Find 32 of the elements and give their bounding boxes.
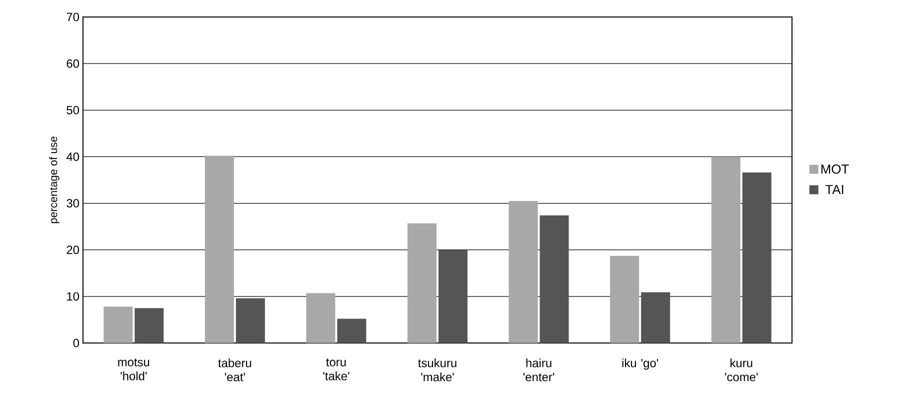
bar xyxy=(337,318,366,343)
x-tick-label: tsukuru 'make' xyxy=(418,358,456,382)
x-tick-label: toru 'take' xyxy=(323,358,350,380)
bar xyxy=(438,250,468,343)
bar xyxy=(134,308,164,343)
bar xyxy=(610,256,640,343)
bar xyxy=(408,223,437,343)
y-tick-label: 30 xyxy=(66,199,80,208)
bar xyxy=(508,200,538,343)
x-tick-label: taberu 'eat' xyxy=(218,358,252,382)
y-tick-label: 50 xyxy=(66,106,80,114)
bar xyxy=(306,293,336,343)
x-tick-label: kuru 'come' xyxy=(725,358,758,382)
x-tick-label: hairu 'enter' xyxy=(523,358,554,382)
x-tick-label: motsu 'hold' xyxy=(118,358,150,380)
bar xyxy=(742,172,772,343)
y-tick-label: 70 xyxy=(66,12,80,22)
legend-label: MOT xyxy=(821,164,849,174)
y-tick-label: 0 xyxy=(73,338,80,348)
bar xyxy=(641,292,670,343)
bar xyxy=(104,306,133,343)
y-axis-title: percentage of use xyxy=(49,136,60,224)
bar xyxy=(540,215,569,343)
y-tick-label: 10 xyxy=(67,292,80,301)
y-tick-label: 40 xyxy=(66,152,80,161)
legend-label: TAI xyxy=(825,185,844,194)
bar xyxy=(711,156,740,343)
bar xyxy=(236,298,265,343)
bar xyxy=(204,156,234,343)
y-tick-label: 20 xyxy=(66,246,80,254)
y-tick-label: 60 xyxy=(66,59,80,68)
x-tick-label: iku 'go' xyxy=(622,358,658,370)
